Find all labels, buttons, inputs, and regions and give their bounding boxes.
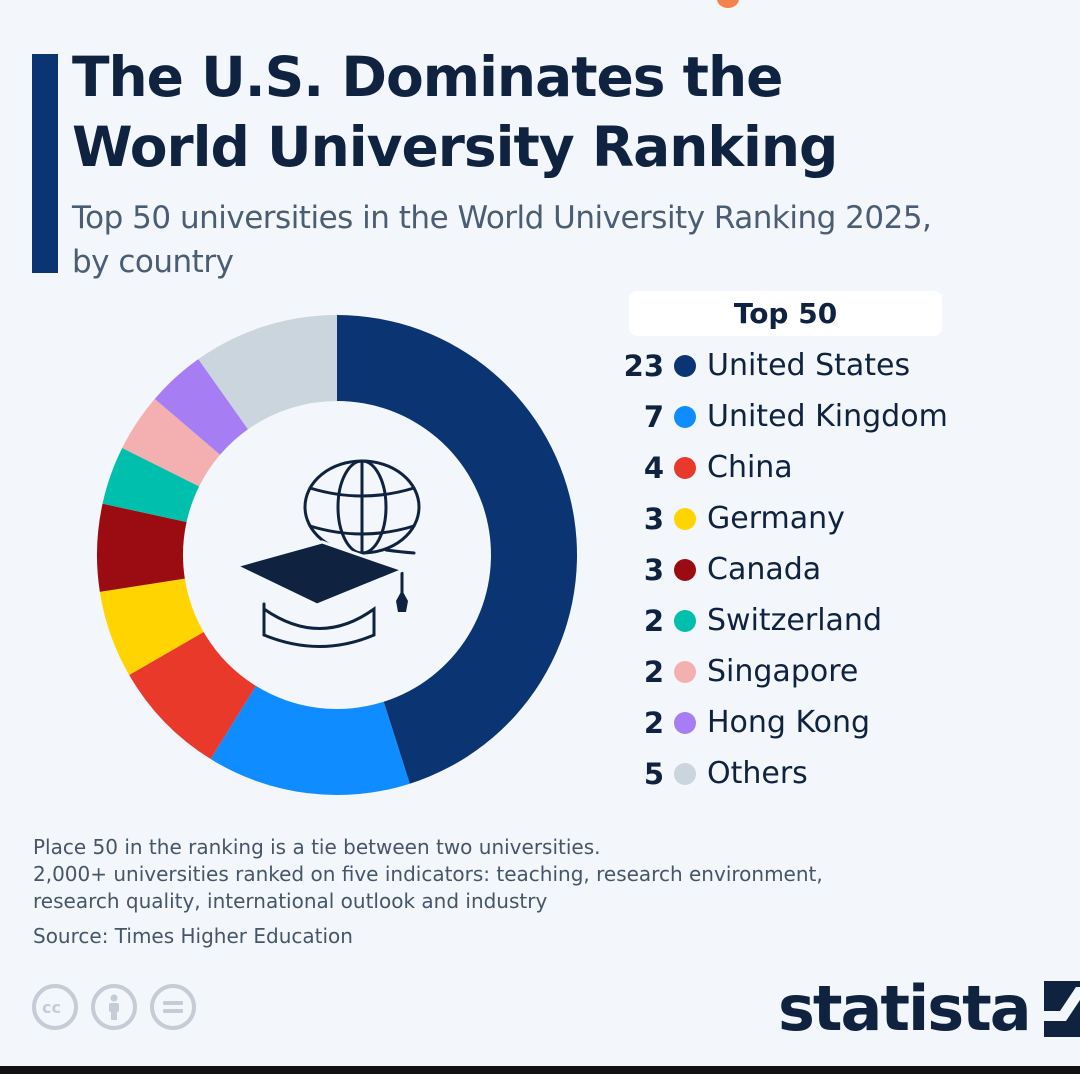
legend-label: China xyxy=(707,450,793,485)
legend-label: Germany xyxy=(707,501,845,536)
legend-value: 2 xyxy=(643,654,664,689)
legend-item: 5 Others xyxy=(610,748,1050,799)
donut-slice-united-states xyxy=(337,315,578,784)
chart-title-line-1: The U.S. Dominates the xyxy=(72,45,783,109)
license-icons: cc xyxy=(32,984,196,1030)
note-line-3: research quality, international outlook … xyxy=(33,889,548,913)
chart-title-line-2: World University Ranking xyxy=(72,115,838,179)
chart-legend: 23 United States 7 United Kingdom 4 China 3 Ger… xyxy=(610,340,1050,799)
legend-item: 3 Germany xyxy=(610,493,1050,544)
legend-value: 2 xyxy=(643,705,664,740)
legend-item: 2 Switzerland xyxy=(610,595,1050,646)
donut-slice-germany xyxy=(99,578,204,675)
legend-item: 2 Singapore xyxy=(610,646,1050,697)
donut-slice-switzerland xyxy=(102,448,200,523)
legend-item: 4 China xyxy=(610,442,1050,493)
legend-value: 3 xyxy=(643,501,664,536)
legend-value: 23 xyxy=(623,348,664,383)
legend-value: 3 xyxy=(643,552,664,587)
legend-value: 5 xyxy=(643,756,664,791)
chart-subtitle-line-1: Top 50 universities in the World Univers… xyxy=(72,200,932,236)
legend-color-dot xyxy=(674,711,696,734)
chart-subtitle-line-2: by country xyxy=(72,244,234,280)
legend-color-dot xyxy=(674,354,696,377)
donut-slices xyxy=(96,315,578,795)
donut-slice-singapore xyxy=(122,398,221,487)
legend-item: 2 Hong Kong xyxy=(610,697,1050,748)
legend-value: 7 xyxy=(643,399,664,434)
legend-value: 4 xyxy=(643,450,664,485)
graduation-globe-icon xyxy=(262,459,421,648)
donut-slice-canada xyxy=(96,503,187,592)
note-line-2: 2,000+ universities ranked on five indic… xyxy=(33,862,823,886)
donut-slice-hong-kong xyxy=(154,359,249,455)
no-derivatives-icon[interactable] xyxy=(150,984,196,1030)
legend-color-dot xyxy=(674,507,696,530)
note-line-1: Place 50 in the ranking is a tie between… xyxy=(33,835,601,859)
legend-value: 2 xyxy=(643,603,664,638)
cc-icon[interactable]: cc xyxy=(32,984,78,1030)
legend-item: 7 United Kingdom xyxy=(610,391,1050,442)
legend-color-dot xyxy=(674,660,696,683)
top-edge-dot xyxy=(717,0,739,8)
attribution-icon[interactable] xyxy=(91,984,137,1030)
donut-slice-china xyxy=(129,632,256,760)
chart-title: The U.S. Dominates the World University … xyxy=(72,42,838,182)
title-accent-bar xyxy=(32,54,58,273)
legend-label: Switzerland xyxy=(707,603,882,638)
legend-label: United States xyxy=(707,348,911,383)
legend-label: United Kingdom xyxy=(707,399,948,434)
legend-item: 23 United States xyxy=(610,340,1050,391)
chart-subtitle: Top 50 universities in the World Univers… xyxy=(72,196,932,284)
statista-mark-icon xyxy=(1043,981,1080,1037)
donut-slice-others xyxy=(198,315,337,430)
legend-label: Hong Kong xyxy=(707,705,871,740)
source-note: Source: Times Higher Education xyxy=(33,924,353,948)
legend-color-dot xyxy=(674,405,696,428)
chart-notes: Place 50 in the ranking is a tie between… xyxy=(33,834,823,915)
statista-logo[interactable]: statista xyxy=(778,973,1080,1045)
donut-chart xyxy=(96,315,578,795)
legend-color-dot xyxy=(674,762,696,785)
legend-label: Others xyxy=(707,756,808,791)
legend-item: 3 Canada xyxy=(610,544,1050,595)
bottom-border xyxy=(0,1066,1080,1074)
graduation-cap-icon xyxy=(231,540,408,612)
legend-color-dot xyxy=(674,456,696,479)
donut-slice-united-kingdom xyxy=(210,685,410,795)
legend-label: Singapore xyxy=(707,654,859,689)
legend-color-dot xyxy=(674,609,696,632)
legend-color-dot xyxy=(674,558,696,581)
legend-title: Top 50 xyxy=(629,291,942,336)
svg-text:cc: cc xyxy=(42,998,61,1017)
statista-wordmark: statista xyxy=(778,972,1032,1045)
legend-label: Canada xyxy=(707,552,822,587)
